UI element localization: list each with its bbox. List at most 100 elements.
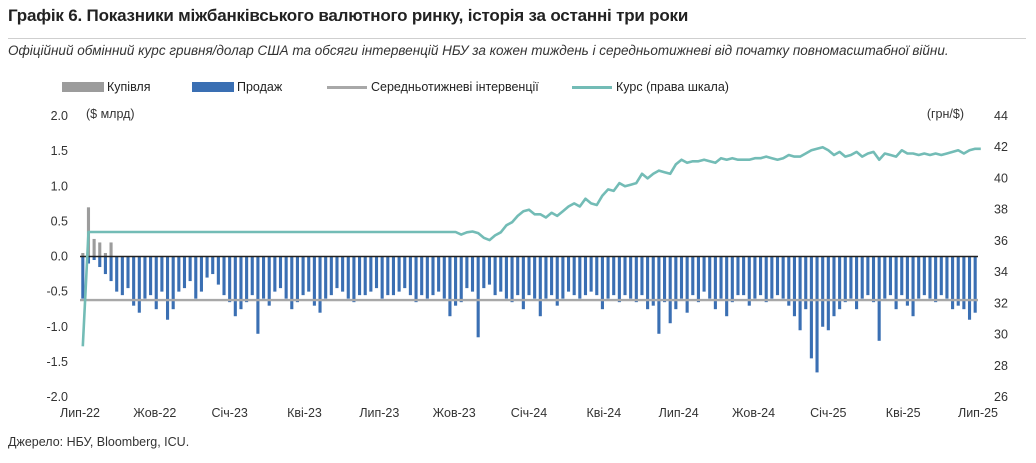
bar-sell [86,256,91,264]
lines-layer [80,145,981,347]
bar-sell [736,256,740,296]
y-left-tick-label: -0.5 [46,285,68,299]
bar-sell [301,256,305,296]
x-tick-label: Лип-22 [60,406,100,420]
bar-sell [149,256,153,296]
bar-sell [962,256,966,310]
bar-sell [775,256,780,296]
bar-sell [629,256,633,299]
legend-swatch-avg [327,86,367,89]
bar-sell [420,256,424,296]
bar-sell [103,256,107,275]
bar-sell [211,256,215,275]
bar-sell [363,256,367,296]
x-tick-label: Жов-24 [732,406,775,420]
bar-sell [685,256,689,313]
bar-sell [307,256,311,292]
bar-sell [329,256,333,296]
bar-sell [132,256,136,306]
bar-sell [595,256,599,296]
bar-sell [171,256,175,310]
bar-sell [883,256,887,299]
bar-sell [764,256,768,303]
bar-sell [572,256,576,296]
x-tick-label: Жов-22 [133,406,176,420]
bar-sell [651,256,655,306]
bar-sell [403,256,407,289]
bar-sell [510,256,514,303]
bar-sell [188,256,192,282]
bar-sell [702,256,706,292]
x-tick-label: Лип-24 [659,406,699,420]
bar-sell [346,256,350,299]
bar-sell [877,256,881,341]
y-right-tick-label: 40 [994,171,1008,185]
bar-sell [533,256,537,299]
y-left-tick-label: -1.0 [46,320,68,334]
y-left-tick-label: 1.5 [51,144,68,158]
legend-label-avg: Середньотижневі інтервенції [371,80,539,94]
bar-sell [177,256,181,292]
chart-subtitle: Офіційний обмінний курс гривня/долар США… [8,43,949,58]
bar-sell [182,256,187,289]
bar-sell [98,256,102,268]
bar-sell [380,256,384,299]
y-right-unit-label: (грн/$) [927,107,964,121]
bar-sell [804,256,808,310]
y-left-tick-label: 0.5 [51,214,68,228]
bar-sell [81,256,85,299]
bar-sell [911,256,915,317]
bar-sell [583,256,588,296]
bar-sell [634,256,638,303]
bar-sell [623,256,627,296]
bar-sell [945,256,949,299]
bar-sell [352,256,356,303]
bar-sell [386,256,390,296]
y-right-tick-label: 30 [994,328,1008,342]
bar-sell [262,256,266,299]
bar-sell [137,256,141,313]
bar-sell [838,256,842,310]
y-right-tick-label: 38 [994,203,1008,217]
bar-sell [696,256,700,303]
bar-sell [956,256,960,306]
bar-sell [437,256,441,292]
y-left-tick-label: 2.0 [51,109,68,123]
bar-sell [120,256,124,296]
x-tick-label: Кві-25 [886,406,921,420]
bar-sell [866,256,870,296]
bar-sell [821,256,825,327]
bar-sell [928,256,932,299]
bar-sell [408,256,412,296]
bar-sell [809,256,813,359]
bar-sell [499,256,503,292]
bar-sell [278,256,283,289]
bar-sell [318,256,322,313]
legend-label-rate: Курс (права шкала) [616,80,729,94]
bar-sell [397,256,401,292]
bar-sell [233,256,237,317]
bar-sell [250,256,254,296]
bar-sell [770,256,774,299]
x-tick-label: Кві-24 [586,406,621,420]
y-right-tick-label: 34 [994,265,1008,279]
bar-sell [295,256,299,303]
bar-sell [538,256,542,317]
bar-sell [414,256,418,303]
bar-sell [425,256,429,299]
bar-sell [154,256,158,310]
bar-sell [273,256,277,292]
bar-sell [917,256,921,299]
bar-sell [143,256,147,299]
bars-layer [81,207,977,373]
bar-sell [787,256,791,306]
bar-sell [612,256,616,296]
bar-sell [341,256,345,292]
x-tick-label: Лип-25 [958,406,998,420]
bar-sell [256,256,260,334]
bar-sell [871,256,876,303]
bar-sell [516,256,520,296]
y-left-tick-label: -2.0 [46,390,68,404]
bar-sell [566,256,571,292]
